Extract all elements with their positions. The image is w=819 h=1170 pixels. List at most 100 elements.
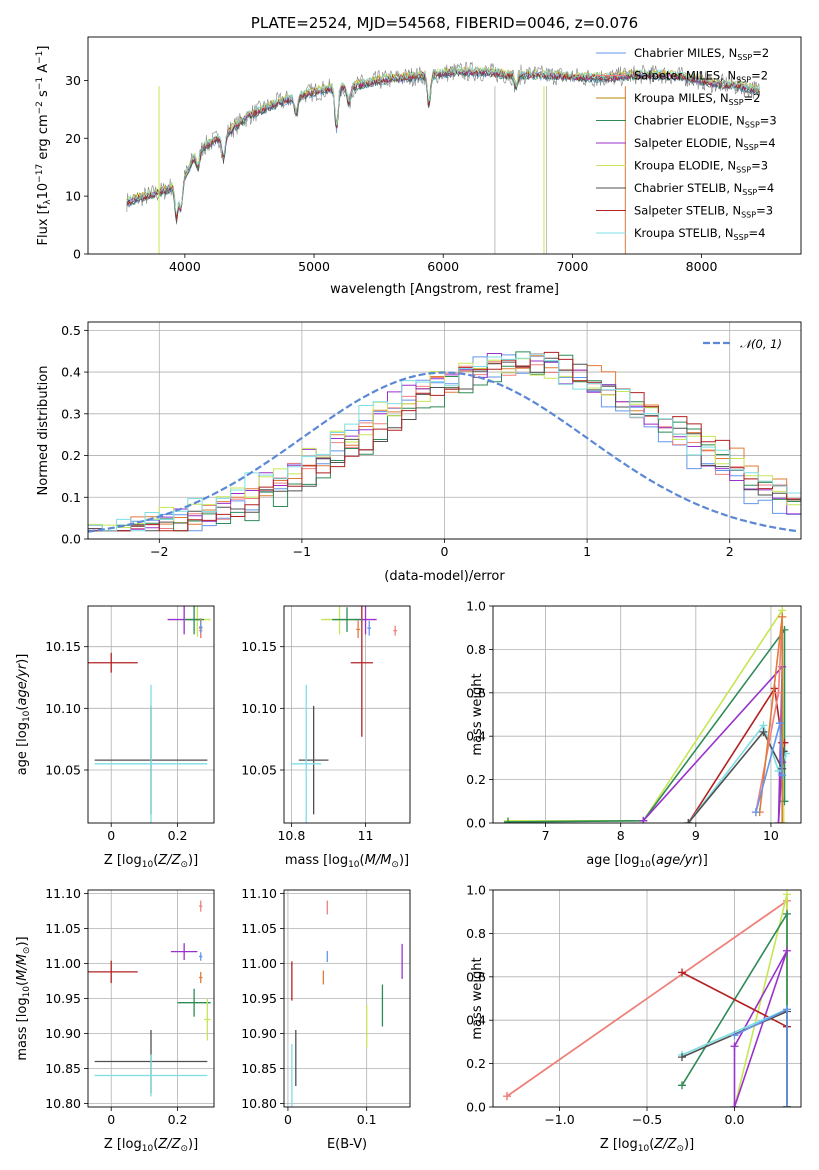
mass-weight-marker bbox=[783, 909, 791, 918]
mass-weight-marker bbox=[678, 1053, 686, 1062]
y-axis-label-part: age [log bbox=[15, 722, 30, 775]
x-tick-label: 7 bbox=[542, 828, 550, 843]
y-tick-label: 0.0 bbox=[466, 1100, 486, 1115]
legend-entry-value: =3 bbox=[760, 114, 777, 128]
panel-age-vs-mass: 10.8 11 10.05 10.10 10.15 mass [log10(M/M⊙)] bbox=[241, 605, 411, 870]
y-tick-label: 0.2 bbox=[466, 772, 486, 787]
y-axis-label: mass weight bbox=[470, 957, 485, 1039]
y-tick-label: 0.5 bbox=[61, 323, 81, 338]
legend-entry: Chabrier MILES, NSSP=2 bbox=[634, 46, 769, 62]
y-axis-label: Normed distribution bbox=[36, 366, 51, 496]
legend-entry-text: Kroupa STELIB, N bbox=[634, 226, 734, 240]
y-tick-label: 10.10 bbox=[45, 701, 81, 716]
mass-weight-line bbox=[508, 607, 785, 823]
x-axis-label-part: age/yr bbox=[656, 853, 699, 868]
x-tick-label: 0.0 bbox=[725, 1112, 745, 1127]
x-axis-label-part: Z [log bbox=[104, 853, 142, 868]
y-tick-label: 10.05 bbox=[45, 762, 81, 777]
x-axis-label-part: mass [log bbox=[285, 853, 348, 868]
y-axis-label-part: s bbox=[36, 90, 51, 101]
y-tick-label: 0.8 bbox=[466, 642, 486, 657]
y-tick-label: 10.85 bbox=[45, 1061, 81, 1076]
x-tick-label: 0 bbox=[284, 1112, 292, 1127]
x-axis-label: E(B-V) bbox=[327, 1137, 367, 1152]
x-axis-label: age [log10(age/yr)] bbox=[586, 853, 708, 870]
residual-histogram-step bbox=[88, 354, 801, 532]
x-axis-label-part: Z [log bbox=[600, 1137, 638, 1152]
y-axis-label-part: )] bbox=[15, 654, 30, 664]
mass-weight-marker bbox=[730, 1103, 739, 1107]
y-axis-label-part: mass [log bbox=[15, 997, 30, 1060]
mass-weight-marker bbox=[775, 719, 784, 728]
x-tick-label: 8000 bbox=[686, 259, 718, 274]
legend-entry-text: Kroupa ELODIE, N bbox=[634, 159, 736, 173]
x-axis-label-part: ( bbox=[360, 853, 365, 868]
x-axis-label-part: )] bbox=[698, 853, 708, 868]
legend-entry: Salpeter MILES, NSSP=2 bbox=[634, 69, 768, 85]
axes-frame bbox=[283, 605, 411, 824]
legend-entry-sub: SSP bbox=[744, 143, 759, 152]
mass-weight-marker bbox=[774, 688, 783, 697]
y-axis-label-part: age/yr bbox=[15, 662, 30, 705]
y-tick-label: 10.90 bbox=[45, 1026, 81, 1041]
residual-histogram-step bbox=[88, 351, 801, 532]
plot-area bbox=[291, 900, 403, 1107]
y-tick-label: 11.00 bbox=[45, 956, 81, 971]
x-axis-label-part: )] bbox=[684, 1137, 694, 1152]
legend-entry-value: =4 bbox=[759, 136, 776, 150]
residual-histogram-step bbox=[88, 353, 801, 532]
legend-entry-value: =3 bbox=[756, 204, 773, 218]
mass-weight-marker bbox=[779, 819, 788, 823]
y-tick-label: 10.85 bbox=[241, 1061, 277, 1076]
x-axis-label-part: )] bbox=[188, 853, 198, 868]
x-tick-label: 2 bbox=[726, 544, 734, 559]
y-tick-label: 0.0 bbox=[466, 816, 486, 831]
mass-weight-marker bbox=[778, 771, 787, 780]
x-axis-label: Z [log10(Z/Z⊙)] bbox=[600, 1137, 694, 1154]
x-tick-label: 0 bbox=[441, 544, 449, 559]
y-tick-label: 10.80 bbox=[241, 1096, 277, 1111]
y-axis-label-part: ( bbox=[15, 706, 30, 711]
x-axis-label-part: ( bbox=[649, 1137, 654, 1152]
model-spectrum-line bbox=[126, 67, 760, 220]
y-tick-label: 10 bbox=[65, 189, 81, 204]
y-tick-label: 30 bbox=[65, 73, 81, 88]
y-tick-label: 0.1 bbox=[61, 490, 81, 505]
x-axis-label-part: )] bbox=[399, 853, 409, 868]
x-axis-label: Z [log10(Z/Z⊙)] bbox=[104, 1137, 198, 1154]
x-axis-label-part: ⊙ bbox=[180, 1144, 188, 1154]
x-tick-label: −2 bbox=[150, 544, 168, 559]
legend-entry-sub: SSP bbox=[742, 188, 757, 197]
y-axis-label: mass [log10(M/M⊙)] bbox=[15, 936, 32, 1060]
y-tick-label: 11.05 bbox=[241, 921, 277, 936]
y-tick-label: 0.0 bbox=[61, 532, 81, 547]
legend-entry-value: =2 bbox=[744, 91, 761, 105]
legend-entry-sub: SSP bbox=[737, 53, 752, 62]
residual-histogram-step bbox=[88, 351, 801, 532]
legend-entry-sub: SSP bbox=[745, 121, 760, 130]
x-tick-label: 4000 bbox=[169, 259, 201, 274]
mass-weight-marker bbox=[751, 808, 760, 817]
x-tick-label: 10 bbox=[763, 828, 779, 843]
legend-entry-text: Salpeter ELODIE, N bbox=[634, 136, 744, 150]
y-tick-label: 1.0 bbox=[466, 599, 486, 614]
axes-frame bbox=[87, 605, 215, 824]
x-tick-label: 0.2 bbox=[168, 1112, 188, 1127]
y-tick-label: 0.4 bbox=[466, 1013, 486, 1028]
mass-weight-marker bbox=[678, 1081, 686, 1090]
legend-entry-sub: SSP bbox=[734, 233, 749, 242]
x-tick-label: 5000 bbox=[298, 259, 330, 274]
x-axis-label: Z [log10(Z/Z⊙)] bbox=[104, 853, 198, 870]
y-tick-label: 11.10 bbox=[241, 886, 277, 901]
mass-weight-line bbox=[733, 950, 788, 1107]
y-axis-label-part: 10 bbox=[36, 183, 51, 200]
y-tick-label: 10.15 bbox=[45, 639, 81, 654]
y-tick-label: 0.6 bbox=[466, 969, 486, 984]
x-axis-label-part: Z/Z bbox=[157, 1137, 181, 1152]
y-tick-label: 11.10 bbox=[45, 886, 81, 901]
x-axis-label: (data-model)/error bbox=[384, 569, 505, 584]
legend-entry-value: =4 bbox=[749, 226, 766, 240]
y-axis-label-part: 10 bbox=[22, 986, 32, 998]
